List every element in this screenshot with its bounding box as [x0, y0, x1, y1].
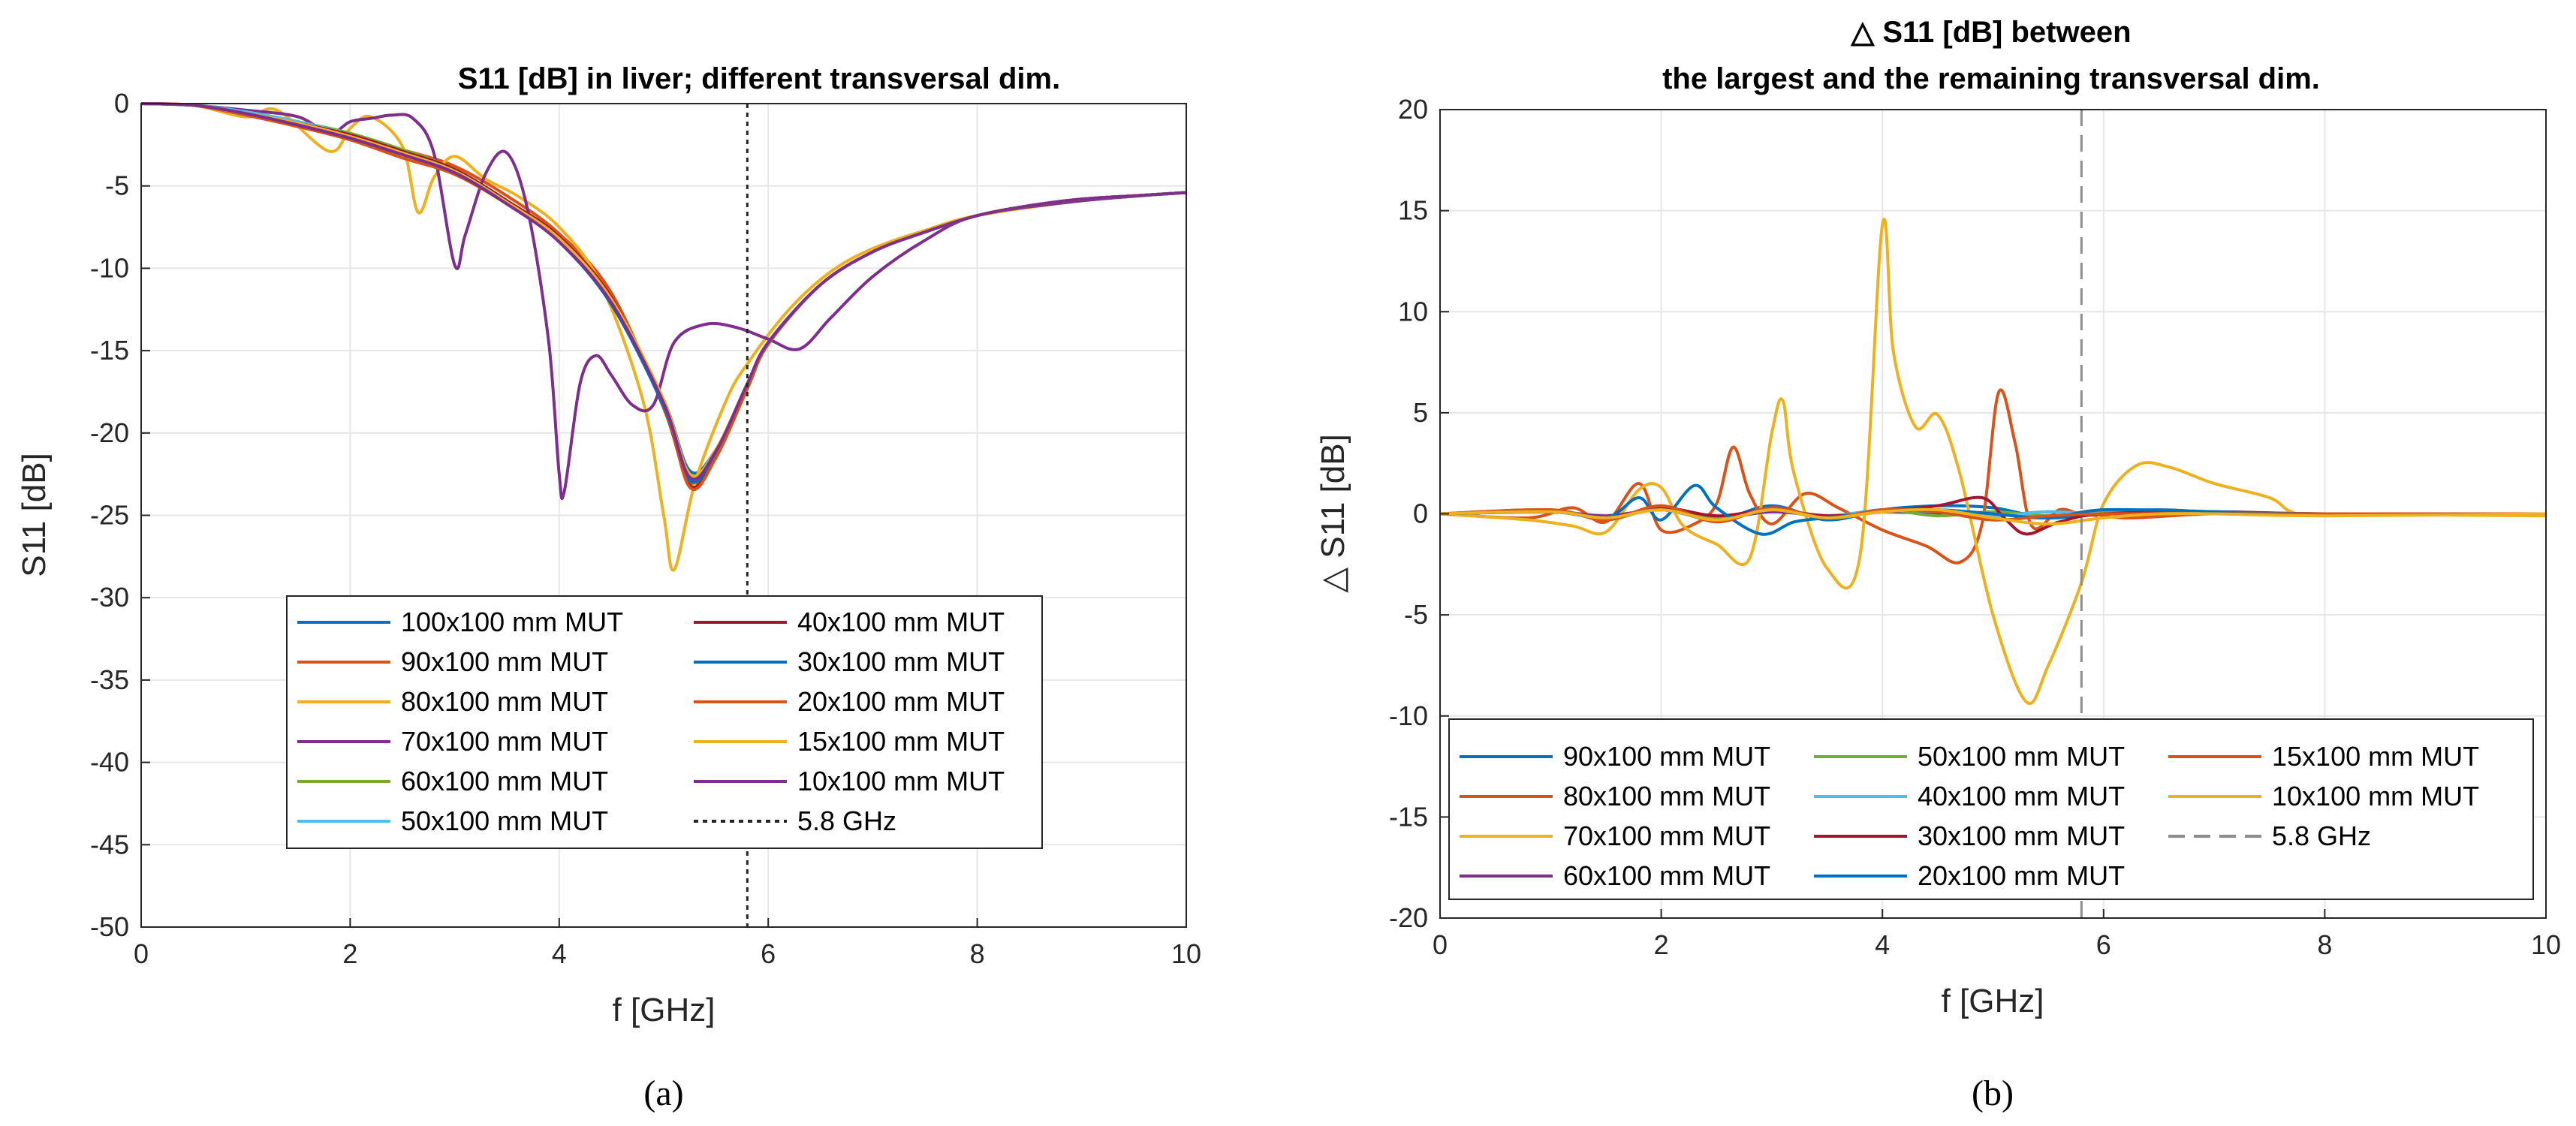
y-tick-label: -10 — [1389, 700, 1428, 731]
legend-label: 5.8 GHz — [797, 805, 896, 836]
y-tick-label: -20 — [90, 417, 129, 448]
x-tick-label: 10 — [1171, 938, 1201, 969]
chart-b-xlabel: f [GHz] — [1942, 983, 2044, 1019]
series-line-8 — [1439, 483, 2547, 536]
x-tick-label: 10 — [2531, 929, 2561, 960]
y-tick-label: -5 — [105, 170, 129, 201]
legend-label: 60x100 mm MUT — [401, 766, 608, 796]
legend-label: 10x100 mm MUT — [2272, 781, 2479, 811]
chart-b-caption: (b) — [1972, 1073, 2014, 1113]
legend-label: 50x100 mm MUT — [401, 805, 608, 836]
y-tick-label: -20 — [1389, 902, 1428, 933]
legend-label: 20x100 mm MUT — [1918, 860, 2125, 891]
x-tick-label: 0 — [134, 938, 149, 969]
series-line-10 — [140, 102, 1187, 478]
y-tick-label: 10 — [1398, 296, 1428, 327]
x-tick-label: 4 — [552, 938, 567, 969]
legend-box — [1448, 718, 2534, 900]
chart-a-xlabel: f [GHz] — [613, 992, 716, 1028]
legend-label: 70x100 mm MUT — [401, 726, 608, 757]
legend-label: 30x100 mm MUT — [1918, 820, 2125, 851]
series-line-3 — [1439, 218, 2547, 706]
legend-label: 80x100 mm MUT — [1563, 781, 1770, 811]
legend-label: 30x100 mm MUT — [797, 646, 1005, 677]
series-line-6 — [140, 102, 1187, 480]
x-tick-label: 2 — [342, 938, 357, 969]
y-tick-label: -30 — [90, 582, 129, 613]
legend-label: 20x100 mm MUT — [797, 686, 1005, 717]
x-tick-label: 8 — [970, 938, 985, 969]
legend-box — [286, 595, 1043, 849]
x-tick-label: 6 — [2096, 929, 2111, 960]
legend-label: 100x100 mm MUT — [401, 607, 623, 637]
chart-a: S11 [dB] in liver; different transversal… — [16, 62, 1201, 1113]
y-tick-label: -10 — [90, 252, 129, 283]
x-tick-label: 6 — [761, 938, 776, 969]
x-tick-label: 2 — [1654, 929, 1669, 960]
legend-label: 80x100 mm MUT — [401, 686, 608, 717]
y-tick-label: -25 — [90, 500, 129, 531]
y-tick-label: 0 — [114, 88, 129, 119]
y-tick-label: -45 — [90, 829, 129, 860]
chart-a-title: S11 [dB] in liver; different transversal… — [458, 62, 1060, 95]
series-line-2 — [1439, 388, 2546, 565]
series-line-10 — [1439, 507, 2547, 525]
y-tick-label: -5 — [1404, 599, 1428, 630]
legend-label: 50x100 mm MUT — [1918, 741, 2125, 772]
legend-label: 40x100 mm MUT — [1918, 781, 2125, 811]
chart-b-title: △ S11 [dB] between — [1850, 16, 2131, 49]
legend-label: 70x100 mm MUT — [1563, 820, 1770, 851]
series-line-7 — [140, 102, 1187, 489]
legend-label: 60x100 mm MUT — [1563, 860, 1770, 891]
legend-label: 5.8 GHz — [2272, 820, 2371, 851]
series-line-8 — [140, 102, 1187, 484]
chart-b-ylabel: △ S11 [dB] — [1315, 434, 1351, 593]
series-line-3 — [140, 102, 1187, 572]
y-tick-label: 15 — [1398, 195, 1428, 226]
series-line-4 — [140, 102, 1187, 501]
legend-label: 15x100 mm MUT — [797, 726, 1005, 757]
y-tick-label: -15 — [90, 335, 129, 366]
chart-b-title-line2: the largest and the remaining transversa… — [1662, 62, 2320, 95]
x-tick-label: 0 — [1433, 929, 1448, 960]
series-line-9 — [140, 102, 1187, 491]
x-tick-label: 8 — [2317, 929, 2332, 960]
series-line-11 — [140, 102, 1187, 481]
chart-a-caption: (a) — [643, 1073, 683, 1113]
y-tick-label: 5 — [1413, 397, 1428, 428]
y-tick-label: 20 — [1398, 94, 1428, 125]
chart-a-ylabel: S11 [dB] — [16, 453, 53, 577]
legend-label: 90x100 mm MUT — [1563, 741, 1770, 772]
y-tick-label: -15 — [1389, 801, 1428, 832]
y-tick-label: -50 — [90, 911, 129, 942]
series-line-2 — [140, 102, 1187, 486]
legend-label: 40x100 mm MUT — [797, 607, 1005, 637]
series-line-5 — [140, 102, 1187, 483]
legend-label: 10x100 mm MUT — [797, 766, 1005, 796]
y-tick-label: -35 — [90, 664, 129, 695]
chart-b: △ S11 [dB] between the largest and the r… — [1315, 16, 2561, 1113]
y-tick-label: -40 — [90, 747, 129, 778]
legend-label: 15x100 mm MUT — [2272, 741, 2479, 772]
legend-label: 90x100 mm MUT — [401, 646, 608, 677]
y-tick-label: 0 — [1413, 498, 1428, 529]
x-tick-label: 4 — [1875, 929, 1890, 960]
series-line-1 — [140, 102, 1187, 475]
